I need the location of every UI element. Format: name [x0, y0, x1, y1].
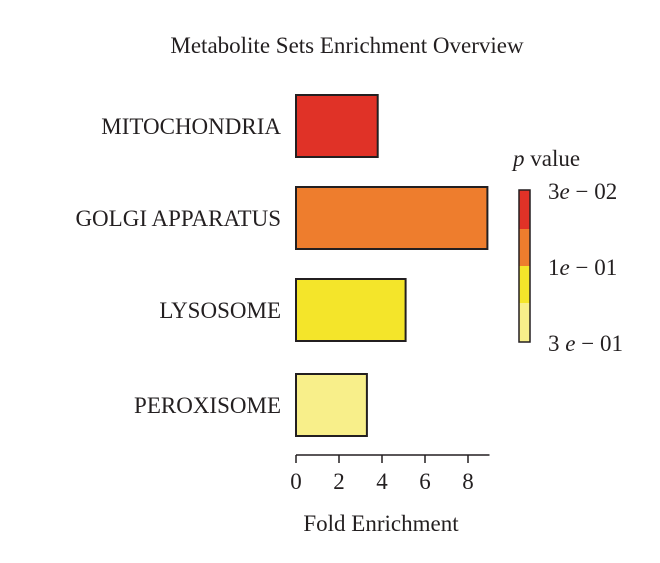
legend-swatch-2 — [519, 229, 530, 266]
legend-label-mantissa: 3 — [548, 331, 565, 356]
legend-label-exponent: − 01 — [570, 255, 617, 280]
x-tick-label-8: 8 — [462, 469, 474, 494]
legend-label-2: 1e − 01 — [548, 255, 617, 280]
bar-group — [295, 94, 489, 437]
bar-peroxisome — [295, 373, 368, 437]
bar-golgi-apparatus — [295, 186, 489, 250]
legend-swatch-4 — [519, 303, 530, 342]
bar-lysosome — [295, 278, 407, 342]
legend-label-e: e — [560, 255, 570, 280]
bar-mitochondria — [295, 94, 379, 158]
x-tick-label-4: 4 — [376, 469, 388, 494]
category-labels: MITOCHONDRIA GOLGI APPARATUS LYSOSOME PEROX… — [75, 114, 281, 418]
legend-swatch-3 — [519, 266, 530, 303]
x-tick-label-6: 6 — [419, 469, 431, 494]
legend-label-exponent: − 02 — [570, 179, 617, 204]
legend-title: p value — [511, 146, 580, 171]
legend-label-mantissa: 3 — [548, 179, 560, 204]
x-axis: 0 2 4 6 8 — [290, 454, 490, 494]
x-tick-label-0: 0 — [290, 469, 302, 494]
category-label-peroxisome: PEROXISOME — [134, 393, 281, 418]
legend-title-symbol: p — [511, 146, 525, 171]
legend-label-e: e — [560, 179, 570, 204]
legend-label-e: e — [565, 331, 575, 356]
category-label-mitochondria: MITOCHONDRIA — [101, 114, 281, 139]
x-tick-label-2: 2 — [333, 469, 345, 494]
legend-title-text: value — [525, 146, 581, 171]
legend-label-1: 3e − 02 — [548, 179, 617, 204]
x-axis-label: Fold Enrichment — [303, 511, 459, 536]
category-label-golgi-apparatus: GOLGI APPARATUS — [75, 206, 281, 231]
legend-label-mantissa: 1 — [548, 255, 560, 280]
legend-label-3: 3 e − 01 — [548, 331, 623, 356]
category-label-lysosome: LYSOSOME — [159, 298, 281, 323]
legend-label-exponent: − 01 — [575, 331, 622, 356]
legend-swatch-1 — [519, 190, 530, 229]
chart-title: Metabolite Sets Enrichment Overview — [170, 33, 524, 58]
legend-colorbar-frame — [518, 189, 531, 343]
